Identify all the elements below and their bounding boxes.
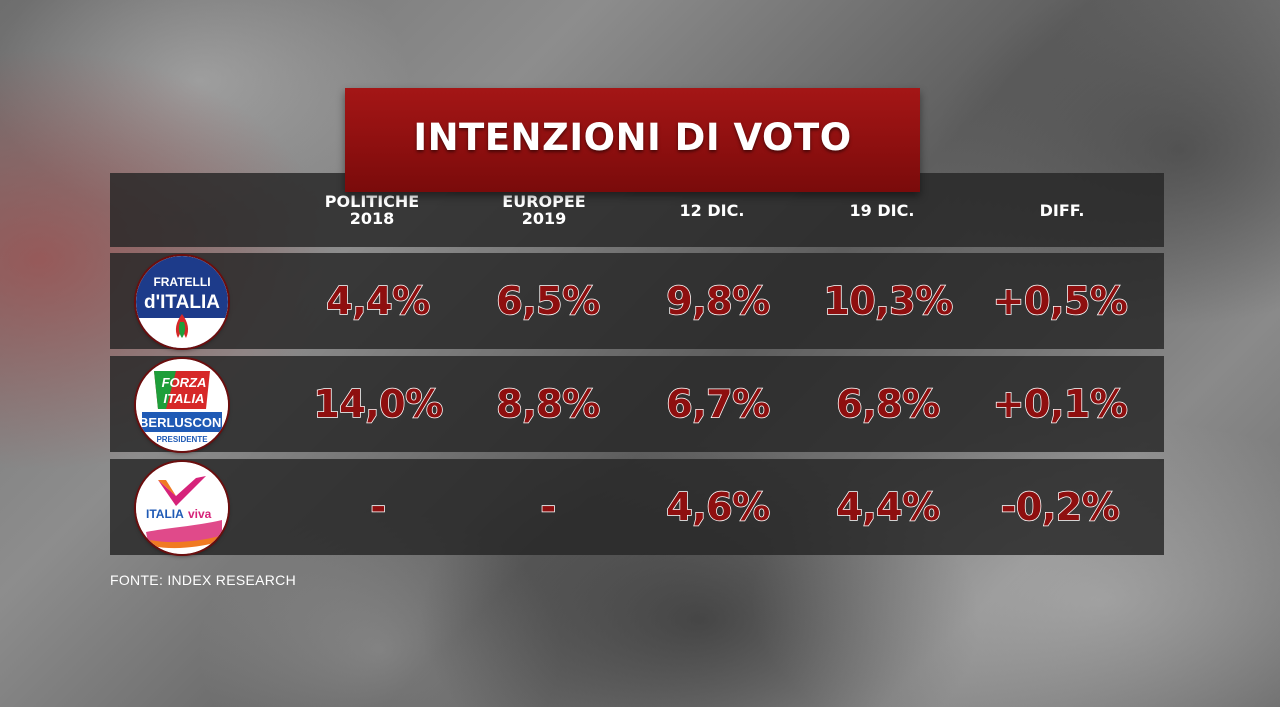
value-12-dic: 4,6% bbox=[666, 484, 771, 530]
forza-italia-logo-icon: FORZA ITALIA BERLUSCONI PRESIDENTE bbox=[136, 359, 228, 451]
source-caption: FONTE: INDEX RESEARCH bbox=[110, 572, 296, 588]
value-19-dic: 4,4% bbox=[836, 484, 941, 530]
value-diff: +0,1% bbox=[992, 381, 1129, 427]
fratelli-logo-line1: FRATELLI bbox=[153, 275, 210, 289]
column-header-politiche-2018: POLITICHE 2018 bbox=[324, 192, 420, 228]
value-diff: +0,5% bbox=[992, 278, 1129, 324]
table-row-forza-italia: FORZA ITALIA BERLUSCONI PRESIDENTE 14,0%… bbox=[110, 356, 1164, 452]
column-header-19-dic: 19 DIC. bbox=[849, 200, 915, 220]
value-12-dic: 9,8% bbox=[666, 278, 771, 324]
forza-logo-line3: BERLUSCONI bbox=[139, 415, 225, 430]
value-politiche-2018: - bbox=[370, 484, 387, 530]
fratelli-ditalia-logo-icon: FRATELLI d'ITALIA bbox=[136, 256, 228, 348]
table-row-fratelli-ditalia: FRATELLI d'ITALIA 4,4% 6,5% 9,8% 10,3% +… bbox=[110, 253, 1164, 349]
forza-logo-line2: ITALIA bbox=[164, 391, 205, 406]
value-politiche-2018: 4,4% bbox=[326, 278, 431, 324]
italiaviva-logo-text2: viva bbox=[188, 507, 212, 521]
fratelli-logo-line2: d'ITALIA bbox=[144, 292, 220, 313]
value-19-dic: 10,3% bbox=[823, 278, 954, 324]
page-title: INTENZIONI DI VOTO bbox=[413, 116, 852, 159]
value-europee-2019: 8,8% bbox=[496, 381, 601, 427]
value-politiche-2018: 14,0% bbox=[313, 381, 444, 427]
table-row-italia-viva: ITALIA viva - - 4,6% 4,4% -0,2% bbox=[110, 459, 1164, 555]
value-12-dic: 6,7% bbox=[666, 381, 771, 427]
value-19-dic: 6,8% bbox=[836, 381, 941, 427]
italia-viva-logo-icon: ITALIA viva bbox=[136, 462, 228, 554]
value-europee-2019: 6,5% bbox=[496, 278, 601, 324]
column-header-diff: DIFF. bbox=[1039, 200, 1085, 220]
column-header-12-dic: 12 DIC. bbox=[679, 200, 745, 220]
value-diff: -0,2% bbox=[1000, 484, 1121, 530]
forza-logo-line1: FORZA bbox=[162, 375, 207, 390]
forza-logo-line4: PRESIDENTE bbox=[156, 435, 208, 444]
title-banner: INTENZIONI DI VOTO bbox=[345, 88, 920, 192]
column-header-europee-2019: EUROPEE 2019 bbox=[502, 192, 586, 228]
italiaviva-logo-text1: ITALIA bbox=[146, 507, 184, 521]
value-europee-2019: - bbox=[540, 484, 557, 530]
